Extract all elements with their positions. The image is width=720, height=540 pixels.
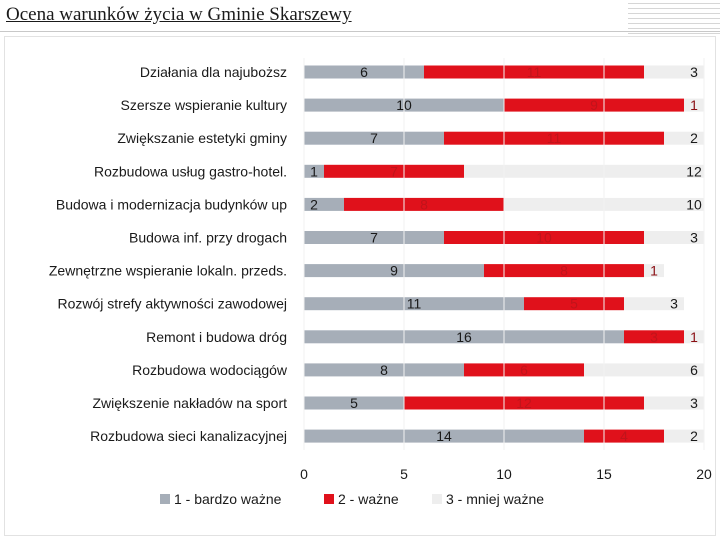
- x-tick-label: 15: [596, 466, 612, 482]
- value-label-s2: 6: [520, 362, 528, 378]
- category-label: Budowa inf. przy drogach: [129, 230, 287, 246]
- bar-segment-s2: [524, 297, 624, 311]
- value-label-s3: 3: [670, 296, 678, 312]
- value-label-s1: 7: [370, 130, 378, 146]
- value-label-s1: 5: [350, 395, 358, 411]
- x-axis: 0 5 10 15 20: [300, 58, 712, 482]
- category-label: Zewnętrzne wspieranie lokaln. przeds.: [49, 263, 287, 279]
- legend-label-s2: 2 - ważne: [338, 491, 399, 507]
- value-label-s1: 2: [310, 196, 318, 212]
- bar-segment-s2: [504, 98, 684, 112]
- value-label-s2: 3: [650, 329, 658, 345]
- legend-swatch-s3: [432, 494, 442, 504]
- value-label-s3: 12: [686, 163, 702, 179]
- bar-segment-s3: [584, 363, 704, 377]
- value-label-s3: 2: [690, 428, 698, 444]
- legend-label-s3: 3 - mniej ważne: [446, 491, 544, 507]
- category-label: Remont i budowa dróg: [146, 329, 287, 345]
- bar-segment-s2: [324, 164, 464, 178]
- value-label-s1: 9: [390, 263, 398, 279]
- bar-segment-s3: [644, 65, 704, 79]
- value-label-s2: 4: [620, 428, 628, 444]
- bar-segment-s1: [304, 131, 444, 145]
- category-label: Budowa i modernizacja budynków up: [56, 196, 287, 212]
- x-tick-label: 5: [400, 466, 408, 482]
- category-label: Szersze wspieranie kultury: [120, 97, 287, 113]
- value-label-s3: 1: [690, 329, 698, 345]
- bar-segment-s1: [304, 363, 464, 377]
- bar-segment-s3: [644, 231, 704, 244]
- value-label-s1: 14: [436, 428, 452, 444]
- bar-segment-s2: [444, 231, 644, 244]
- value-label-s2: 11: [527, 64, 542, 80]
- value-label-s2: 11: [547, 130, 562, 146]
- bar-segment-s3: [624, 297, 684, 311]
- bar-segment-s3: [684, 330, 704, 344]
- bar-segment-s3: [684, 98, 704, 112]
- category-label: Zwiększenie nakładów na sport: [92, 395, 287, 411]
- value-label-s2: 5: [570, 296, 578, 312]
- bar-segment-s3: [464, 164, 704, 178]
- x-tick-label: 0: [300, 466, 308, 482]
- value-label-s1: 8: [380, 362, 388, 378]
- category-label: Rozbudowa sieci kanalizacyjnej: [90, 428, 287, 444]
- bar-segment-s1: [304, 197, 344, 211]
- bar-segment-s1: [304, 164, 324, 178]
- value-label-s1: 1: [310, 163, 318, 179]
- legend: 1 - bardzo ważne 2 - ważne 3 - mniej ważne: [160, 491, 544, 507]
- value-label-s1: 11: [407, 296, 422, 312]
- value-label-s3: 3: [690, 395, 698, 411]
- category-label: Rozbudowa usług gastro-hotel.: [94, 163, 287, 179]
- value-label-s2: 8: [420, 196, 428, 212]
- value-label-s3: 3: [690, 64, 698, 80]
- bar-segment-s1: [304, 297, 524, 311]
- legend-swatch-s2: [324, 494, 334, 504]
- bar-segment-s2: [444, 131, 664, 145]
- category-label: Rozwój strefy aktywności zawodowej: [57, 296, 287, 312]
- category-labels: Działania dla najuboższ Szersze wspierani…: [49, 64, 288, 444]
- category-label: Rozbudowa wodociągów: [132, 362, 288, 378]
- bar-segment-s3: [644, 396, 704, 410]
- value-label-s2: 12: [516, 395, 532, 411]
- bar-segment-s2: [344, 197, 504, 211]
- x-tick-label: 20: [696, 466, 712, 482]
- value-label-s1: 6: [360, 64, 368, 80]
- bar-segment-s1: [304, 65, 424, 79]
- bar-segment-s1: [304, 231, 444, 244]
- x-tick-label: 10: [496, 466, 512, 482]
- value-label-s3: 6: [690, 362, 698, 378]
- value-label-s2: 7: [390, 163, 398, 179]
- bar-segment-s2: [404, 396, 644, 410]
- title-divider: [0, 31, 720, 32]
- value-label-s1: 7: [370, 230, 378, 246]
- legend-label-s1: 1 - bardzo ważne: [174, 491, 282, 507]
- page-title: Ocena warunków życia w Gminie Skarszewy: [6, 4, 352, 25]
- bar-segment-s3: [664, 131, 704, 145]
- corner-decoration: [628, 0, 720, 34]
- bar-segment-s3: [644, 264, 664, 278]
- bar-segment-s1: [304, 330, 624, 344]
- value-label-s3: 1: [650, 263, 658, 279]
- value-label-s3: 1: [690, 97, 698, 113]
- legend-swatch-s1: [160, 494, 170, 504]
- bar-segment-s3: [664, 429, 704, 443]
- value-label-s3: 3: [690, 230, 698, 246]
- bar-segment-s1: [304, 429, 584, 443]
- value-label-s3: 2: [690, 130, 698, 146]
- category-label: Działania dla najuboższ: [140, 64, 287, 80]
- bar-segment-s1: [304, 396, 404, 410]
- bar-segment-s2: [624, 330, 684, 344]
- value-label-s3: 10: [686, 196, 702, 212]
- bar-segment-s2: [464, 363, 584, 377]
- category-label: Zwiększanie estetyki gminy: [117, 130, 287, 146]
- value-label-s2: 9: [590, 97, 598, 113]
- bar-segment-s2: [424, 65, 644, 79]
- chart-frame: [4, 36, 716, 536]
- bar-segment-s1: [304, 264, 484, 278]
- value-label-s2: 10: [536, 230, 552, 246]
- value-label-s2: 8: [560, 263, 568, 279]
- value-label-s1: 16: [456, 329, 472, 345]
